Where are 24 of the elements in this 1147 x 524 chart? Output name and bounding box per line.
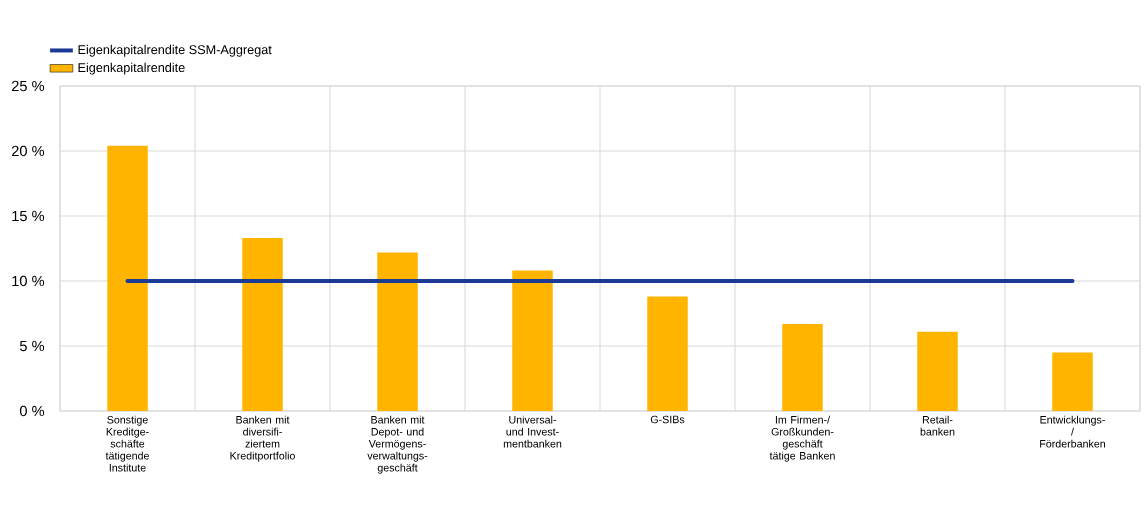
bar [107, 145, 148, 411]
x-tick-label: Im Firmen-/ Großkunden- geschäft tätige Banken [769, 415, 835, 462]
bar [377, 252, 418, 411]
x-tick-label: Banken mit diversifi- ziertem Kreditportfolio [230, 415, 295, 462]
bar [242, 238, 283, 411]
legend-label: Eigenkapitalrendite [78, 62, 185, 75]
x-tick-label: Retail- banken [920, 415, 955, 436]
y-tick-label: 10 % [12, 275, 45, 287]
x-tick-label: Sonstige Kreditge- schäfte tätigende Institute [105, 415, 149, 472]
y-tick-label: 20 % [11, 145, 45, 157]
y-tick-label: 5 % [19, 340, 45, 352]
bar [782, 323, 823, 411]
x-tick-label: Banken mit Depot- und Vermögens- verwaltungs- geschäft [367, 415, 428, 474]
bar [1052, 352, 1093, 411]
x-tick-label: G-SIBs [650, 415, 685, 424]
y-tick-label: 15 % [12, 210, 45, 222]
x-tick-label: Entwicklungs-/ Förderbanken [1040, 415, 1106, 448]
bar [917, 331, 958, 411]
x-tick-label: Universal- und Invest- mentbanken [503, 415, 562, 448]
legend-label: Eigenkapitalrendite SSM-Aggregat [78, 44, 272, 57]
bar [512, 270, 553, 411]
y-tick-label: 0 % [19, 405, 45, 417]
bar [647, 296, 688, 411]
y-tick-label: 25 % [11, 80, 45, 92]
